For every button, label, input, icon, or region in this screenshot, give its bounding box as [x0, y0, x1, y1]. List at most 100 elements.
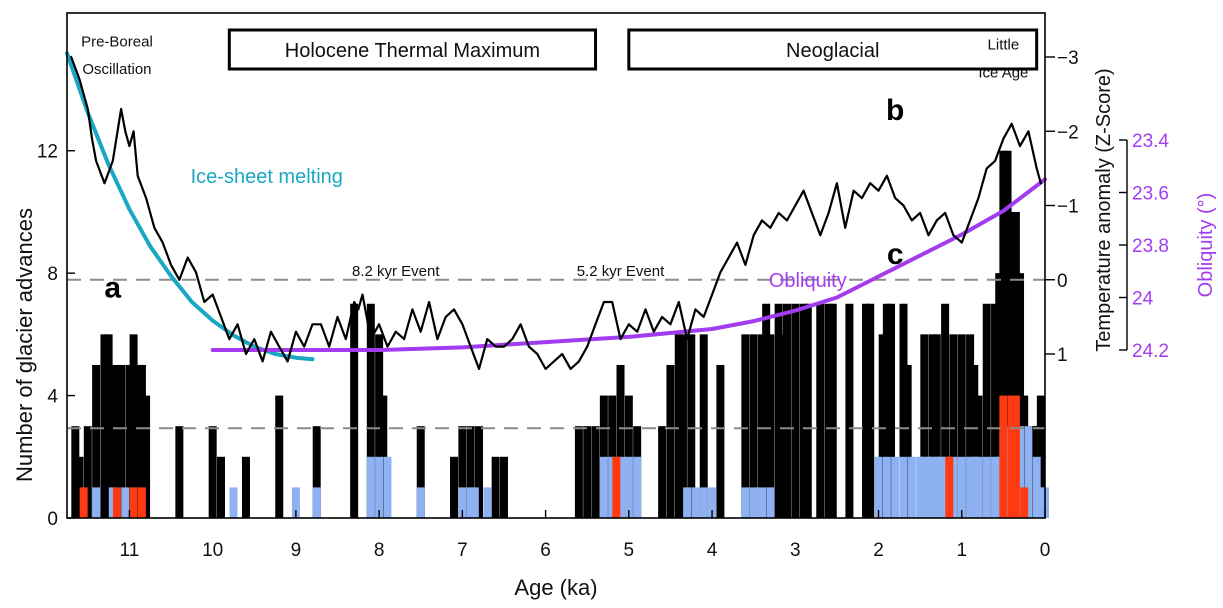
bar-black — [108, 364, 117, 518]
bar-blue — [924, 456, 933, 518]
bar-black — [71, 426, 80, 518]
bar-blue — [882, 456, 891, 518]
bar-black — [125, 364, 134, 518]
bar-black — [450, 456, 459, 518]
bar-black — [591, 426, 600, 518]
bar-black — [379, 395, 388, 518]
curve-label: Ice-sheet melting — [191, 166, 343, 188]
bar-blue — [624, 456, 633, 518]
bar-black — [574, 426, 583, 518]
bar-blue — [699, 487, 708, 518]
bar-black — [766, 334, 775, 518]
bar-blue — [749, 487, 758, 518]
bar-black — [778, 334, 787, 518]
bar-blue — [928, 456, 937, 518]
bar-black — [658, 426, 667, 518]
bar-black — [1007, 211, 1016, 518]
bar-blue — [383, 456, 392, 518]
y-axis-left-label: Number of glacier advances — [12, 208, 37, 482]
bar-blue — [633, 456, 642, 518]
bar-blue — [92, 487, 101, 518]
annotation-text: Pre-Boreal — [81, 34, 153, 51]
bar-black — [866, 303, 875, 518]
period-box — [627, 28, 1039, 71]
bar-black — [208, 426, 217, 518]
bar-blue — [608, 456, 617, 518]
bar-black — [92, 364, 101, 518]
bar-blue — [1032, 456, 1041, 518]
x-tick-label: 7 — [457, 540, 468, 561]
bar-black — [941, 303, 950, 518]
y-axis-left: 0 4 8 12 — [37, 142, 75, 530]
bar-blue — [899, 456, 908, 518]
bar-blue — [766, 487, 775, 518]
y-tick-label: 0 — [47, 509, 58, 530]
bar-black — [83, 426, 92, 518]
bar-blue — [416, 487, 425, 518]
annotation-text: Little — [988, 37, 1020, 54]
period-label: Holocene Thermal Maximum — [285, 40, 540, 62]
bar-black — [499, 456, 508, 518]
bar-blue — [483, 487, 492, 518]
bar-black — [899, 303, 908, 518]
bar-black — [878, 334, 887, 518]
bar-black — [816, 303, 825, 518]
bar-black — [312, 426, 321, 518]
bar-red — [1011, 395, 1020, 518]
bar-black — [583, 426, 592, 518]
x-tick-label: 6 — [540, 540, 551, 561]
bar-black — [75, 456, 84, 518]
bar-black — [966, 334, 975, 518]
x-tick-label: 3 — [790, 540, 801, 561]
annotations: a b c Pre-Boreal Oscillation Little Ice Age 8.2… — [81, 34, 1028, 305]
bar-blue — [312, 487, 321, 518]
bar-black — [1028, 426, 1037, 518]
period-boxes: Holocene Thermal Maximum Neoglacial — [227, 28, 1039, 71]
x-tick-label: 0 — [1040, 540, 1051, 561]
bar-black — [882, 303, 891, 518]
bar-layer — [71, 150, 1049, 518]
bar-black — [828, 303, 837, 518]
bar-black — [466, 426, 475, 518]
bar-blue — [470, 487, 479, 518]
bar-black — [1020, 395, 1029, 518]
bar-red — [1007, 395, 1016, 518]
ice-sheet-melting-curve — [65, 51, 315, 362]
bar-blue — [291, 487, 300, 518]
bar-blue — [1036, 487, 1045, 518]
bar-blue — [970, 456, 979, 518]
bar-black — [716, 364, 725, 518]
bar-black — [699, 334, 708, 518]
y-axis-obliquity: 23.4 23.6 23.8 24 24.2 — [1119, 131, 1169, 362]
bar-blue — [599, 456, 608, 518]
y-tick-label: 4 — [47, 387, 58, 408]
bar-black — [458, 426, 467, 518]
bar-black — [175, 426, 184, 518]
bar-blue — [1016, 426, 1025, 518]
bar-blue — [758, 487, 767, 518]
x-axis: 11 10 9 8 7 6 5 4 3 2 1 0 — [120, 510, 1051, 561]
bar-blue — [108, 487, 117, 518]
bar-blue — [907, 456, 916, 518]
bar-black — [475, 426, 484, 518]
bar-black — [774, 303, 783, 518]
bar-black — [932, 334, 941, 518]
bar-blue — [375, 456, 384, 518]
x-tick-label: 5 — [624, 540, 635, 561]
bar-black — [375, 334, 384, 518]
bar-black — [416, 426, 425, 518]
bar-blue — [891, 456, 900, 518]
bar-black — [666, 364, 675, 518]
x-tick-label: 11 — [120, 540, 140, 561]
bar-black — [142, 395, 151, 518]
curve-label: Obliquity — [769, 270, 847, 292]
obliquity-tick-label: 23.4 — [1132, 131, 1169, 152]
bar-black — [275, 395, 284, 518]
bar-blue — [916, 456, 925, 518]
bar-black — [129, 334, 138, 518]
bar-red — [999, 395, 1008, 518]
panel-letter: b — [886, 94, 904, 127]
bar-black — [366, 303, 375, 518]
annotation-text: Ice Age — [978, 64, 1028, 81]
